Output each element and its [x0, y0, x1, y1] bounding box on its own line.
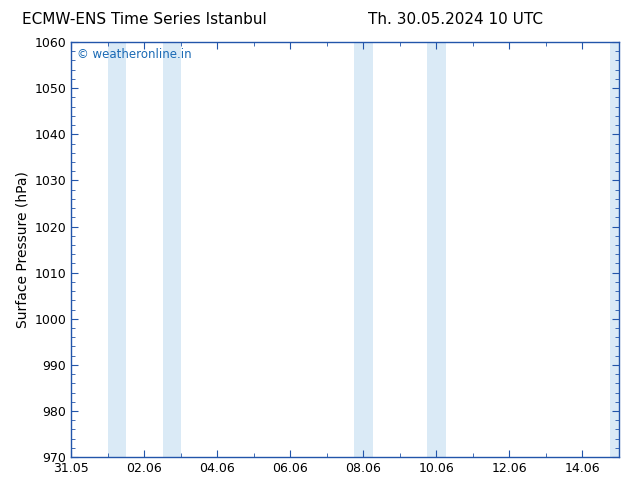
- Bar: [427, 42, 446, 457]
- Text: ECMW-ENS Time Series Istanbul: ECMW-ENS Time Series Istanbul: [22, 12, 266, 27]
- Bar: [354, 42, 373, 457]
- Bar: [162, 42, 181, 457]
- Y-axis label: Surface Pressure (hPa): Surface Pressure (hPa): [15, 171, 29, 328]
- Bar: [108, 42, 126, 457]
- Text: © weatheronline.in: © weatheronline.in: [77, 49, 191, 61]
- Text: Th. 30.05.2024 10 UTC: Th. 30.05.2024 10 UTC: [368, 12, 543, 27]
- Bar: [610, 42, 619, 457]
